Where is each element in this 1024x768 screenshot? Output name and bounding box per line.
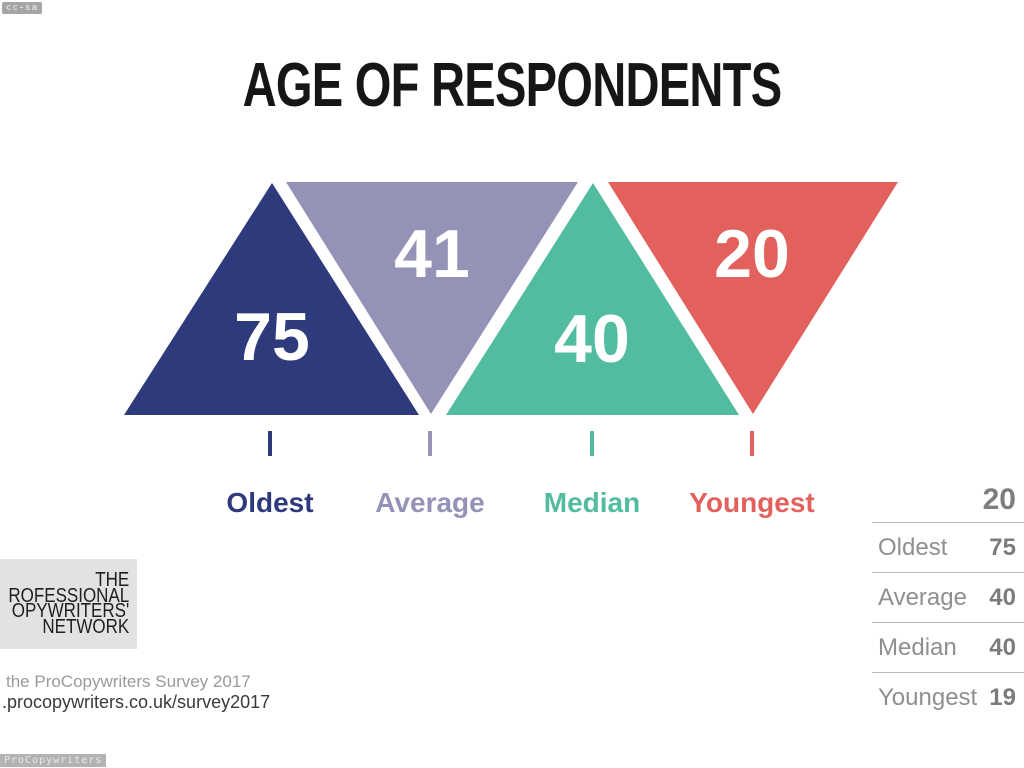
summary-table-header: 20 xyxy=(982,482,1016,516)
tick-median xyxy=(590,431,594,456)
row-value: 19 xyxy=(989,683,1016,711)
row-label: Oldest xyxy=(878,533,948,561)
logo-line: OPYWRITERS' xyxy=(11,600,129,622)
row-label: Average xyxy=(878,583,967,611)
label-median: Median xyxy=(543,487,641,518)
row-value: 40 xyxy=(989,633,1016,661)
network-logo-text: THE ROFESSIONAL OPYWRITERS' NETWORK xyxy=(8,569,130,638)
label-youngest: Youngest xyxy=(689,487,815,518)
label-oldest: Oldest xyxy=(226,487,314,518)
logo-line: THE xyxy=(95,569,129,591)
source-caption-line1: the ProCopywriters Survey 2017 xyxy=(6,672,251,691)
summary-table: 20 Oldest 75 Average 40 Median 40 Younge… xyxy=(872,477,1024,722)
row-label: Youngest xyxy=(878,683,978,711)
row-label: Median xyxy=(878,633,957,661)
table-row: Average 40 xyxy=(872,572,1024,622)
watermark-badge: ProCopywriters xyxy=(0,754,107,767)
triangle-youngest xyxy=(608,182,898,414)
tick-youngest xyxy=(750,431,754,456)
row-value: 75 xyxy=(989,533,1016,561)
tick-average xyxy=(428,431,432,456)
value-average: 41 xyxy=(394,216,470,292)
value-median: 40 xyxy=(554,301,630,377)
triangle-average xyxy=(286,182,578,414)
logo-line: ROFESSIONAL xyxy=(8,584,129,607)
cc-license-badge: cc-sa xyxy=(2,2,43,14)
source-caption-line2: .procopywriters.co.uk/survey2017 xyxy=(2,692,271,712)
tick-oldest xyxy=(268,431,272,456)
logo-line: NETWORK xyxy=(42,615,130,638)
value-youngest: 20 xyxy=(714,216,790,292)
table-row: Oldest 75 xyxy=(872,522,1024,572)
infographic-title: AGE OF RESPONDENTS xyxy=(242,51,783,120)
table-row: Median 40 xyxy=(872,622,1024,672)
triangle-median xyxy=(446,183,739,415)
table-row: Youngest 19 xyxy=(872,672,1024,722)
row-value: 40 xyxy=(989,583,1016,611)
network-logo: THE ROFESSIONAL OPYWRITERS' NETWORK xyxy=(0,559,137,649)
triangle-oldest xyxy=(124,183,419,415)
value-oldest: 75 xyxy=(234,299,310,375)
label-average: Average xyxy=(375,487,485,518)
